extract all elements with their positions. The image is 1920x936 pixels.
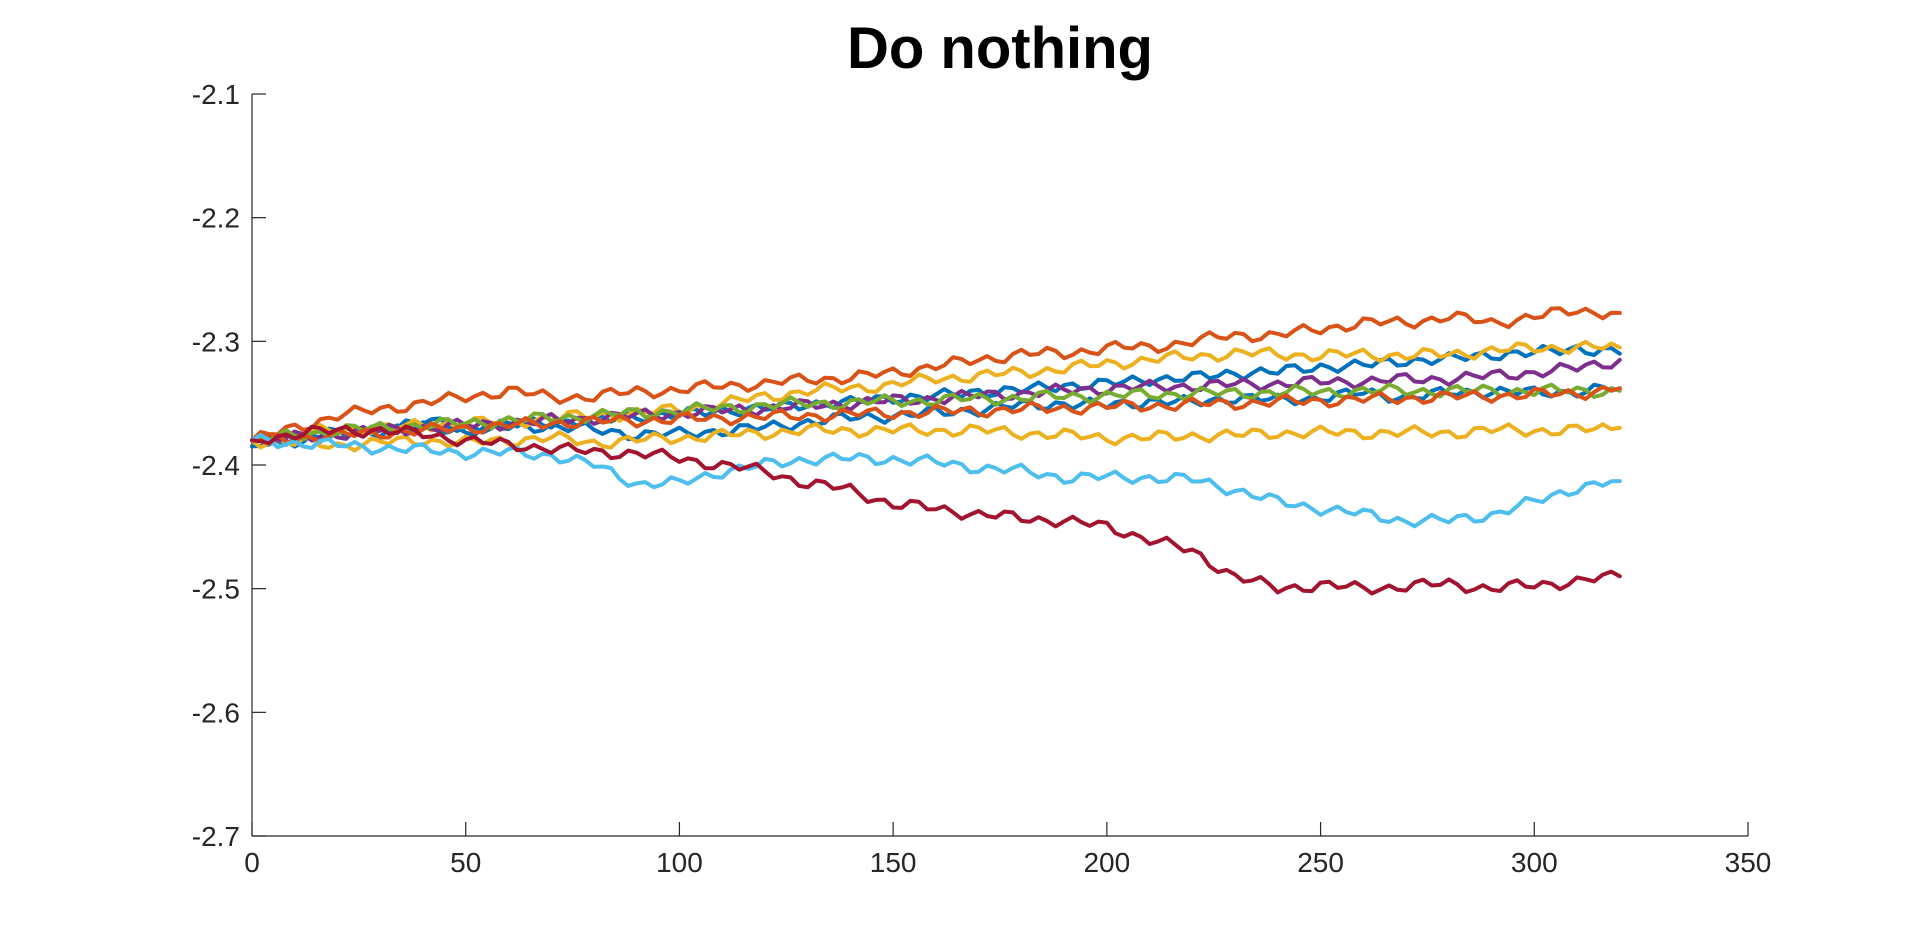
y-tick-label: -2.3 [192,326,240,357]
x-tick-label: 350 [1725,847,1772,878]
x-tick-label: 100 [656,847,703,878]
y-tick-label: -2.7 [192,821,240,852]
x-tick-label: 150 [870,847,917,878]
series-line-8 [250,385,1622,444]
y-tick-label: -2.4 [192,450,240,481]
series-group [250,306,1622,596]
series-line-10 [250,424,1622,596]
y-tick-label: -2.6 [192,697,240,728]
chart-title: Do nothing [847,16,1153,81]
y-tick-label: -2.1 [192,79,240,110]
series-line-4 [250,339,1622,446]
series-line-1 [250,306,1622,443]
series-line-9 [250,432,1622,529]
axes: 0 50 100 150 200 250 300 350 -2.7 -2.6 -2.5 -2.4 -2.… [192,79,1772,878]
x-tick-label: 300 [1511,847,1558,878]
y-tick-label: -2.5 [192,574,240,605]
x-tick-label: 0 [244,847,260,878]
x-tick-label: 250 [1297,847,1344,878]
x-tick-label: 200 [1083,847,1130,878]
y-tick-label: -2.2 [192,203,240,234]
x-tick-label: 50 [450,847,481,878]
